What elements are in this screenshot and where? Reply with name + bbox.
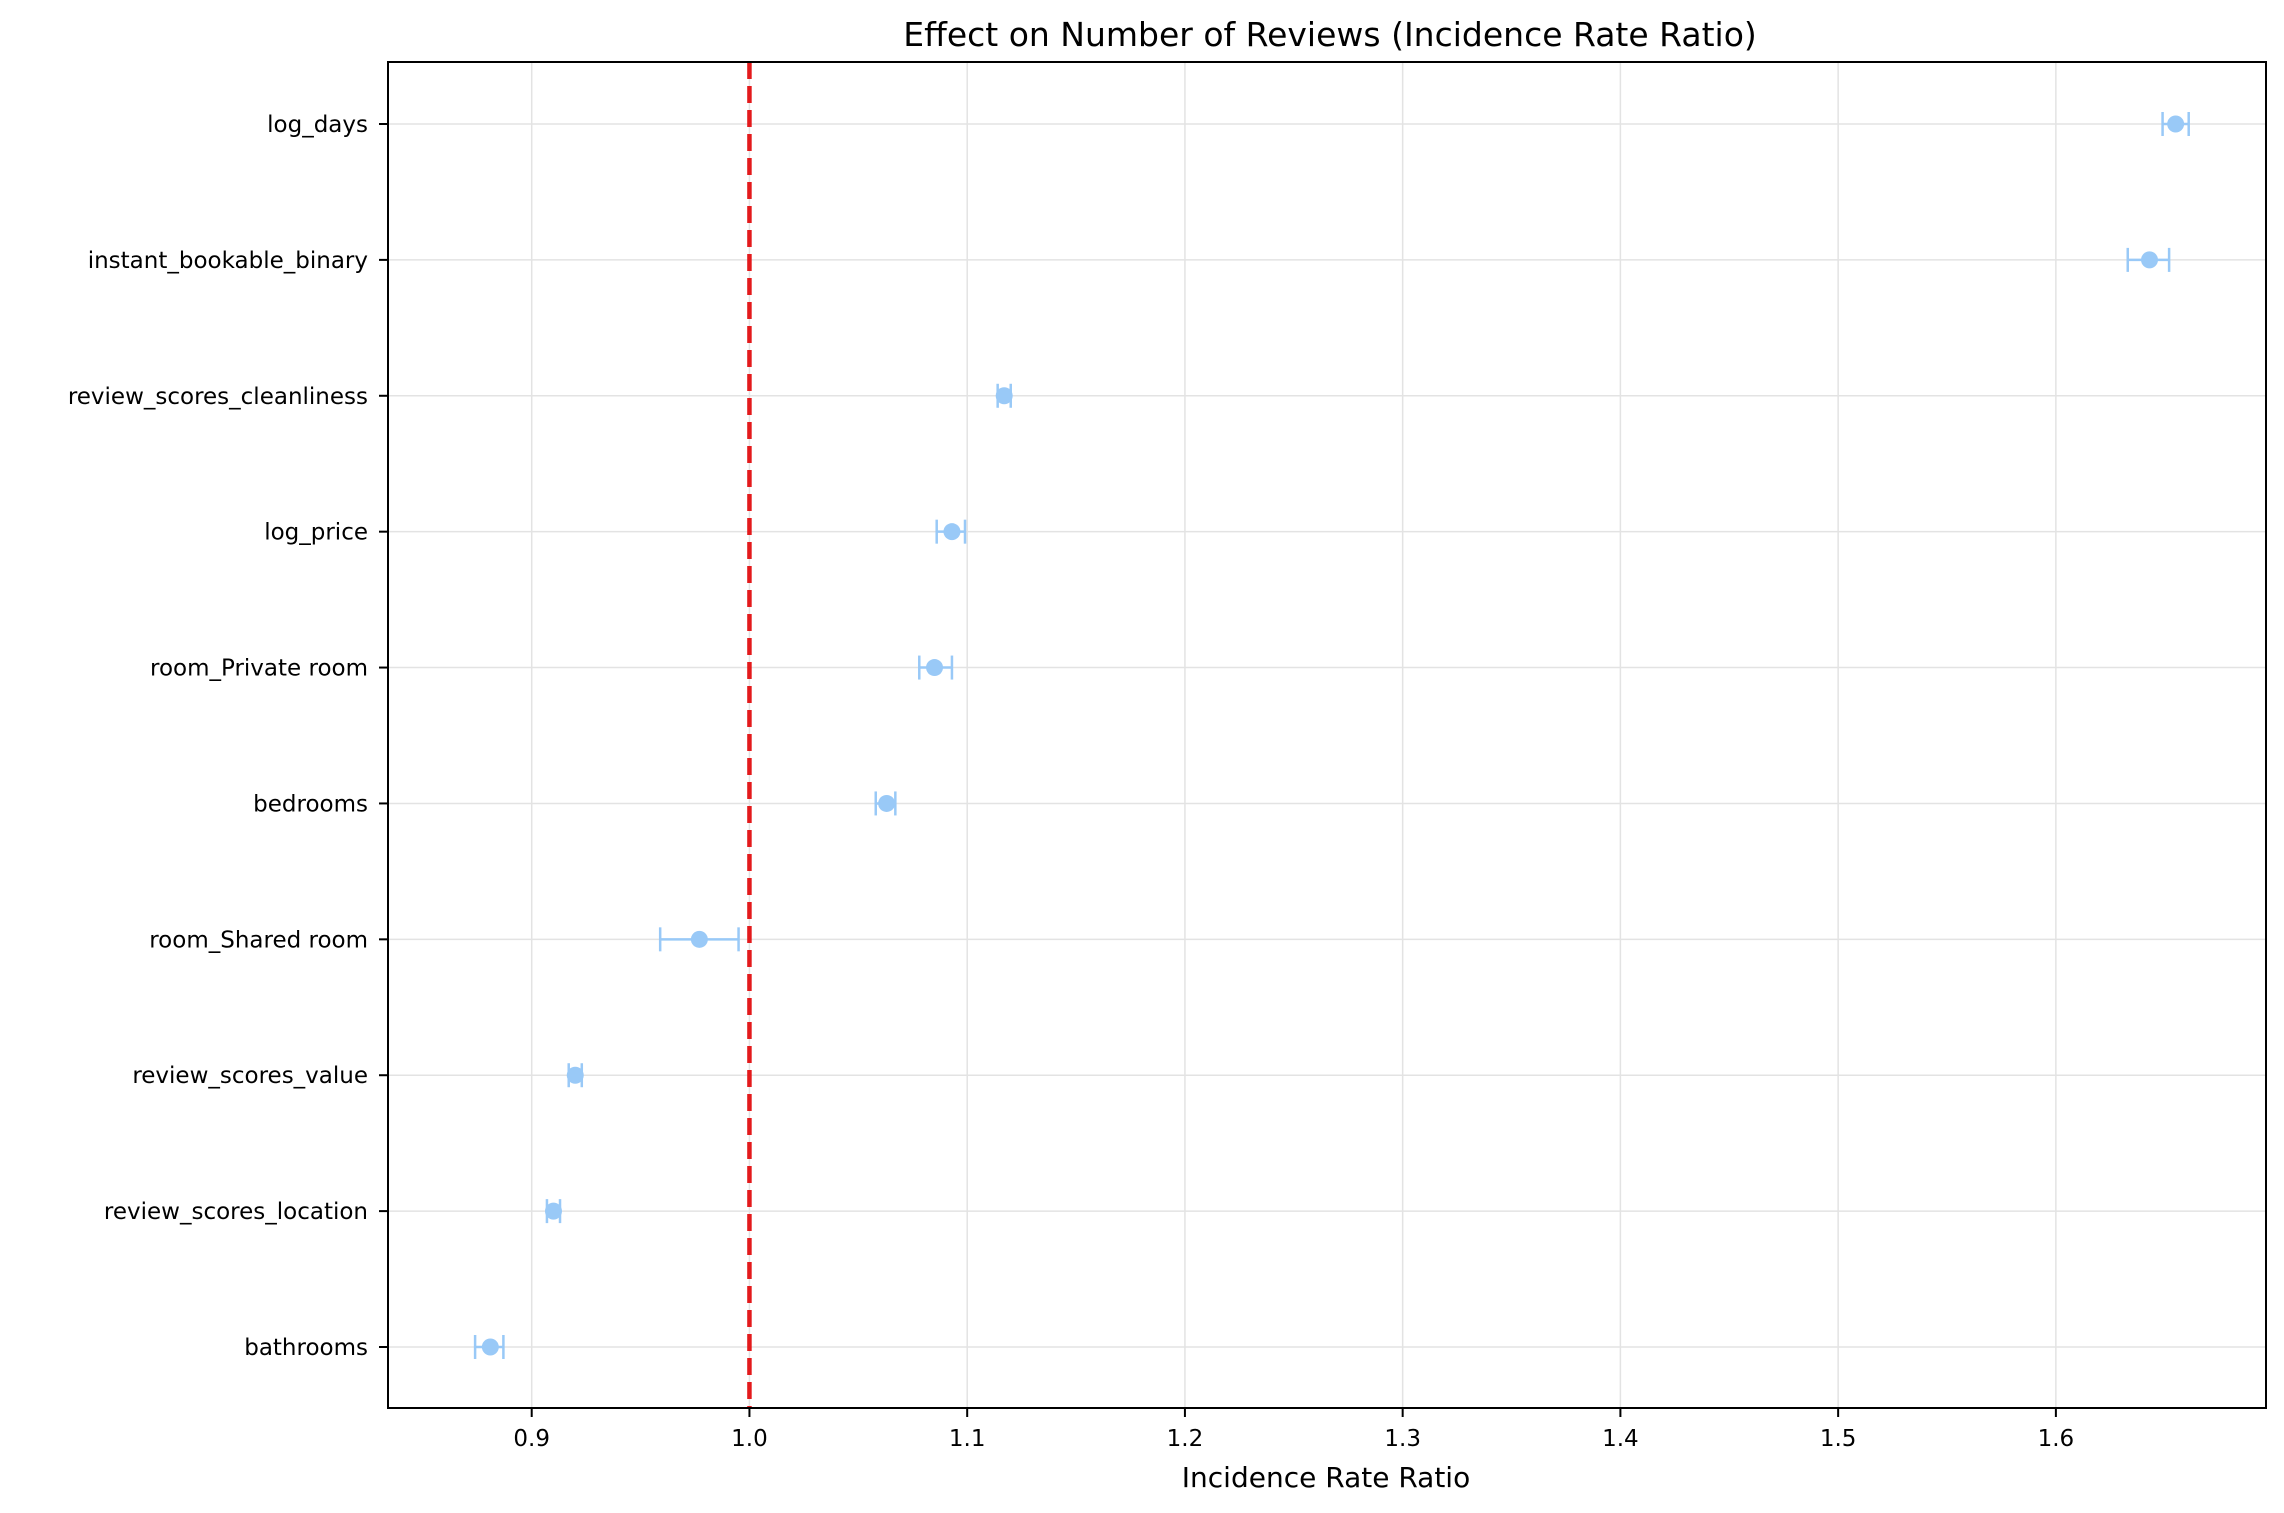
x-tick-label: 1.4 <box>1602 1426 1639 1452</box>
x-tick-label: 1.1 <box>949 1426 986 1452</box>
x-tick-label: 1.5 <box>1820 1426 1857 1452</box>
irr-point <box>2141 251 2159 269</box>
x-tick-label: 1.3 <box>1384 1426 1421 1452</box>
y-tick-label: bathrooms <box>244 1335 368 1361</box>
irr-point <box>926 659 944 677</box>
x-axis-ticks: 0.9 1.0 1.1 1.2 1.3 1.4 1.5 1.6 <box>513 1408 2074 1452</box>
irr-point <box>878 794 896 812</box>
irr-point <box>690 930 708 948</box>
irr-point <box>2167 115 2185 133</box>
chart-title: Effect on Number of Reviews (Incidence R… <box>903 15 1757 54</box>
y-tick-label: instant_bookable_binary <box>88 248 368 274</box>
y-tick-label: review_scores_cleanliness <box>68 384 368 410</box>
y-tick-label: room_Private room <box>150 656 368 682</box>
y-tick-label: bedrooms <box>253 791 368 817</box>
x-tick-label: 1.6 <box>2038 1426 2075 1452</box>
irr-point <box>481 1338 499 1356</box>
y-tick-label: log_price <box>264 520 368 546</box>
y-axis-ticks: log_days instant_bookable_binary review_sc… <box>68 112 388 1361</box>
y-tick-label: review_scores_value <box>132 1063 368 1089</box>
irr-point <box>995 387 1013 405</box>
irr-point <box>544 1202 562 1220</box>
x-axis-title: Incidence Rate Ratio <box>1182 1461 1470 1494</box>
y-tick-label: log_days <box>267 112 368 138</box>
x-tick-label: 1.2 <box>1167 1426 1204 1452</box>
irr-point <box>943 523 961 541</box>
y-tick-label: room_Shared room <box>149 927 368 953</box>
grid-layer <box>388 62 2266 1408</box>
x-tick-label: 0.9 <box>513 1426 550 1452</box>
irr-point <box>566 1066 584 1084</box>
plot-frame <box>387 61 2267 1409</box>
points-layer <box>473 112 2190 1359</box>
x-tick-label: 1.0 <box>731 1426 768 1452</box>
y-tick-label: review_scores_location <box>104 1199 368 1225</box>
